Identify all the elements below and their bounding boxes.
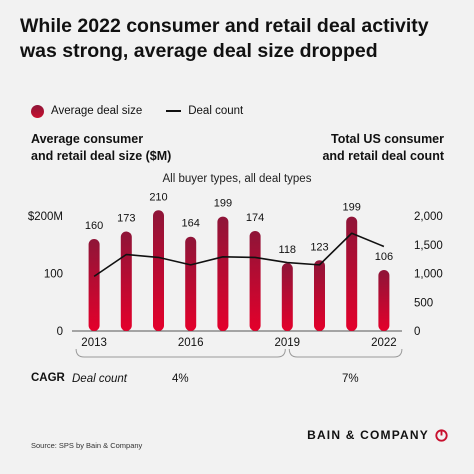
bar-data-label: 174 bbox=[246, 212, 264, 224]
legend-line-label: Deal count bbox=[188, 105, 244, 117]
bar-data-label: 123 bbox=[310, 241, 328, 253]
right-axis-title: Total US consumer and retail deal count bbox=[244, 131, 444, 165]
brand-logo: BAIN & COMPANY bbox=[307, 428, 448, 442]
left-axis-tick-label: $200M bbox=[28, 211, 63, 223]
bar bbox=[217, 216, 229, 331]
cagr-value-period-1: 4% bbox=[172, 373, 189, 385]
legend-bar-label: Average deal size bbox=[51, 105, 143, 117]
cagr-metric: Deal count bbox=[72, 373, 127, 385]
bar-data-label: 173 bbox=[117, 213, 135, 225]
bar bbox=[88, 239, 100, 331]
left-axis-title: Average consumer and retail deal size ($… bbox=[31, 131, 231, 165]
bar-data-label: 118 bbox=[279, 244, 297, 256]
right-axis-tick-label: 500 bbox=[414, 297, 433, 309]
left-axis-tick-label: 100 bbox=[44, 269, 63, 281]
brand-name: BAIN & COMPANY bbox=[307, 428, 429, 442]
cagr-value-period-2: 7% bbox=[342, 373, 359, 385]
chart-title-line-1: While 2022 consumer and retail deal acti… bbox=[20, 15, 429, 37]
bar-data-label: 164 bbox=[182, 218, 200, 230]
chart-title-line-2: was strong, average deal size dropped bbox=[20, 40, 378, 62]
bar bbox=[281, 263, 293, 331]
brand-circle-icon bbox=[435, 428, 448, 442]
chart-subtitle: All buyer types, all deal types bbox=[162, 173, 312, 185]
right-axis-tick-label: 1,000 bbox=[414, 269, 443, 281]
bar bbox=[153, 210, 164, 331]
period-bracket bbox=[75, 348, 286, 358]
right-axis-title-line-2: and retail deal count bbox=[322, 149, 444, 163]
x-axis-tick-label: 2016 bbox=[178, 337, 204, 349]
right-axis-tick-label: 2,000 bbox=[414, 211, 443, 223]
bar bbox=[185, 236, 197, 331]
bar bbox=[346, 216, 358, 331]
bar bbox=[120, 231, 132, 331]
bar bbox=[378, 270, 390, 331]
bar bbox=[314, 260, 325, 331]
left-axis-tick-label: 0 bbox=[57, 326, 63, 338]
bar-data-label: 199 bbox=[214, 198, 232, 210]
right-axis-tick-label: 1,500 bbox=[414, 240, 443, 252]
legend-line-swatch bbox=[166, 110, 182, 112]
bar-data-label: 160 bbox=[85, 220, 103, 232]
chart-title: While 2022 consumer and retail deal acti… bbox=[20, 14, 460, 64]
period-bracket bbox=[288, 348, 403, 358]
source-note: Source: SPS by Bain & Company bbox=[31, 441, 143, 450]
x-axis-tick-label: 2013 bbox=[81, 337, 107, 349]
deal-count-line bbox=[93, 232, 385, 278]
legend-bar-swatch bbox=[31, 104, 44, 118]
x-axis-tick-label: 2022 bbox=[371, 337, 397, 349]
left-axis-title-line-2: and retail deal size ($M) bbox=[31, 149, 172, 163]
right-axis-tick-label: 0 bbox=[414, 326, 420, 338]
bar-data-label: 210 bbox=[149, 191, 167, 203]
bar bbox=[249, 230, 261, 331]
bar-data-label: 106 bbox=[375, 251, 393, 263]
legend: Average deal size Deal count bbox=[31, 103, 243, 119]
cagr-label: CAGR bbox=[31, 372, 65, 384]
bar-data-label: 199 bbox=[343, 202, 361, 214]
left-axis-title-line-1: Average consumer bbox=[31, 132, 144, 146]
right-axis-title-line-1: Total US consumer bbox=[331, 132, 444, 146]
x-axis-tick-label: 2019 bbox=[275, 337, 301, 349]
